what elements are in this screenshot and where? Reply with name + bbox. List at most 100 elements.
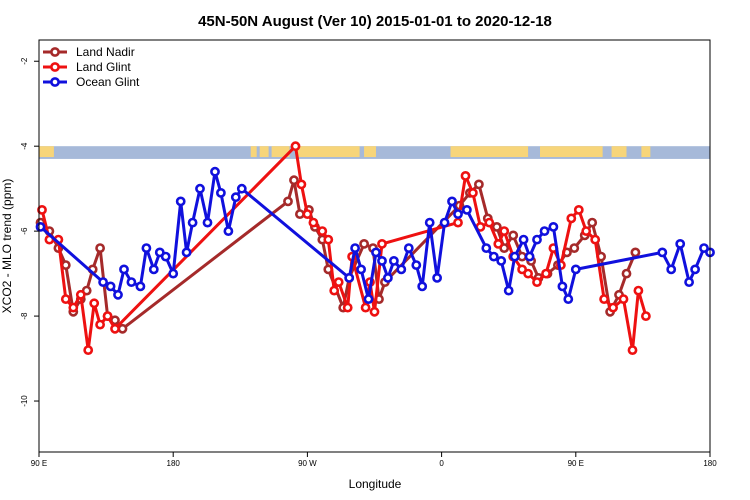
band-land-4 xyxy=(295,146,360,158)
point-ocean-glint-20 xyxy=(230,192,241,203)
point-land-glint-12 xyxy=(296,179,307,190)
legend-marker-ocean-glint xyxy=(50,77,60,87)
point-land-glint-29 xyxy=(484,217,495,228)
point-land-nadir-14 xyxy=(294,209,305,219)
point-land-nadir-45 xyxy=(630,247,641,258)
point-ocean-glint-41 xyxy=(488,251,499,262)
point-ocean-glint-50 xyxy=(557,281,568,292)
point-ocean-glint-57 xyxy=(690,264,700,275)
point-ocean-glint-3 xyxy=(113,289,123,300)
point-ocean-glint-28 xyxy=(382,272,393,283)
point-land-glint-3 xyxy=(60,294,71,304)
x-tick-label-1: 180 xyxy=(167,459,181,468)
band-land-5 xyxy=(364,146,376,158)
point-ocean-glint-5 xyxy=(126,277,137,287)
point-ocean-glint-34 xyxy=(424,217,435,228)
point-land-glint-6 xyxy=(83,345,94,355)
point-land-glint-48 xyxy=(641,311,651,321)
legend-marker-land-nadir xyxy=(50,47,60,57)
y-tick-label-3: -8 xyxy=(20,312,29,320)
point-ocean-glint-47 xyxy=(532,234,542,245)
point-ocean-glint-36 xyxy=(439,217,450,228)
legend-item-ocean-glint: Ocean Glint xyxy=(43,75,140,89)
plot-frame xyxy=(38,39,711,453)
point-ocean-glint-35 xyxy=(432,272,442,283)
y-axis: -2 -4 -6 -8 -10 xyxy=(20,57,39,407)
y-tick-label-0: -2 xyxy=(20,57,29,65)
point-ocean-glint-52 xyxy=(570,264,581,275)
point-land-nadir-27 xyxy=(473,179,484,190)
legend-label-ocean-glint: Ocean Glint xyxy=(76,75,140,89)
legend-item-land-nadir: Land Nadir xyxy=(43,45,135,59)
point-land-nadir-21 xyxy=(359,238,369,249)
series-land-glint xyxy=(37,141,651,355)
y-tick-label-1: -4 xyxy=(20,142,29,150)
point-land-glint-26 xyxy=(460,170,471,181)
point-land-glint-44 xyxy=(608,302,618,313)
point-ocean-glint-1 xyxy=(98,277,108,287)
point-ocean-glint-2 xyxy=(105,281,116,292)
band-land-2 xyxy=(259,146,269,158)
point-land-glint-31 xyxy=(499,226,510,236)
point-land-glint-4 xyxy=(68,302,79,313)
x-tick-label-2: 90 W xyxy=(298,459,317,468)
point-land-nadir-29 xyxy=(491,221,502,232)
point-ocean-glint-10 xyxy=(160,251,171,262)
point-land-nadir-38 xyxy=(569,243,580,253)
x-axis: 90 E 180 90 W 0 90 E 180 xyxy=(31,452,717,468)
x-tick-label-4: 90 E xyxy=(568,459,584,468)
y-tick-label-4: -10 xyxy=(20,395,29,407)
point-ocean-glint-13 xyxy=(181,247,192,258)
point-land-glint-16 xyxy=(323,234,334,245)
band-land-6 xyxy=(450,146,529,158)
point-land-glint-45 xyxy=(618,294,629,304)
band-land-8 xyxy=(611,146,627,158)
point-land-glint-15 xyxy=(317,226,328,236)
point-ocean-glint-24 xyxy=(356,264,366,275)
point-land-glint-42 xyxy=(590,234,601,245)
point-ocean-glint-25 xyxy=(363,294,374,304)
point-land-glint-46 xyxy=(627,345,638,355)
point-ocean-glint-6 xyxy=(135,281,146,292)
point-ocean-glint-22 xyxy=(344,272,355,283)
point-land-glint-41 xyxy=(581,226,592,236)
point-land-glint-0 xyxy=(37,204,47,215)
point-ocean-glint-17 xyxy=(210,166,220,177)
point-ocean-glint-19 xyxy=(223,226,234,236)
legend-label-land-glint: Land Glint xyxy=(76,60,131,74)
point-ocean-glint-46 xyxy=(524,251,535,262)
point-ocean-glint-16 xyxy=(202,217,213,228)
point-land-nadir-44 xyxy=(621,268,632,279)
point-ocean-glint-33 xyxy=(417,281,428,292)
point-ocean-glint-18 xyxy=(215,187,226,198)
point-ocean-glint-54 xyxy=(666,264,677,275)
point-land-glint-17 xyxy=(329,285,340,296)
point-land-glint-27 xyxy=(467,187,478,198)
point-ocean-glint-11 xyxy=(168,268,179,279)
band-land-0 xyxy=(39,146,54,158)
point-land-glint-35 xyxy=(532,277,542,287)
series-line-land-nadir xyxy=(39,178,637,331)
point-ocean-glint-15 xyxy=(195,183,205,194)
point-land-glint-13 xyxy=(302,209,313,219)
point-ocean-glint-37 xyxy=(447,196,457,207)
point-land-glint-8 xyxy=(95,319,105,330)
point-land-nadir-40 xyxy=(587,217,598,228)
point-land-glint-36 xyxy=(541,268,551,279)
point-land-glint-11 xyxy=(290,141,301,152)
point-land-glint-18 xyxy=(333,277,344,287)
point-land-glint-10 xyxy=(110,323,120,334)
point-ocean-glint-43 xyxy=(503,285,514,296)
point-land-nadir-8 xyxy=(95,243,105,253)
point-land-glint-39 xyxy=(566,213,577,224)
legend-item-land-glint: Land Glint xyxy=(43,60,131,74)
legend-marker-land-glint xyxy=(50,62,60,72)
y-tick-label-2: -6 xyxy=(20,227,29,235)
point-land-nadir-31 xyxy=(508,230,519,241)
series-layer xyxy=(35,141,715,355)
point-ocean-glint-39 xyxy=(461,204,472,215)
point-land-glint-47 xyxy=(633,285,644,296)
point-ocean-glint-38 xyxy=(453,209,463,219)
x-tick-label-3: 0 xyxy=(439,459,444,468)
point-ocean-glint-40 xyxy=(481,243,492,253)
